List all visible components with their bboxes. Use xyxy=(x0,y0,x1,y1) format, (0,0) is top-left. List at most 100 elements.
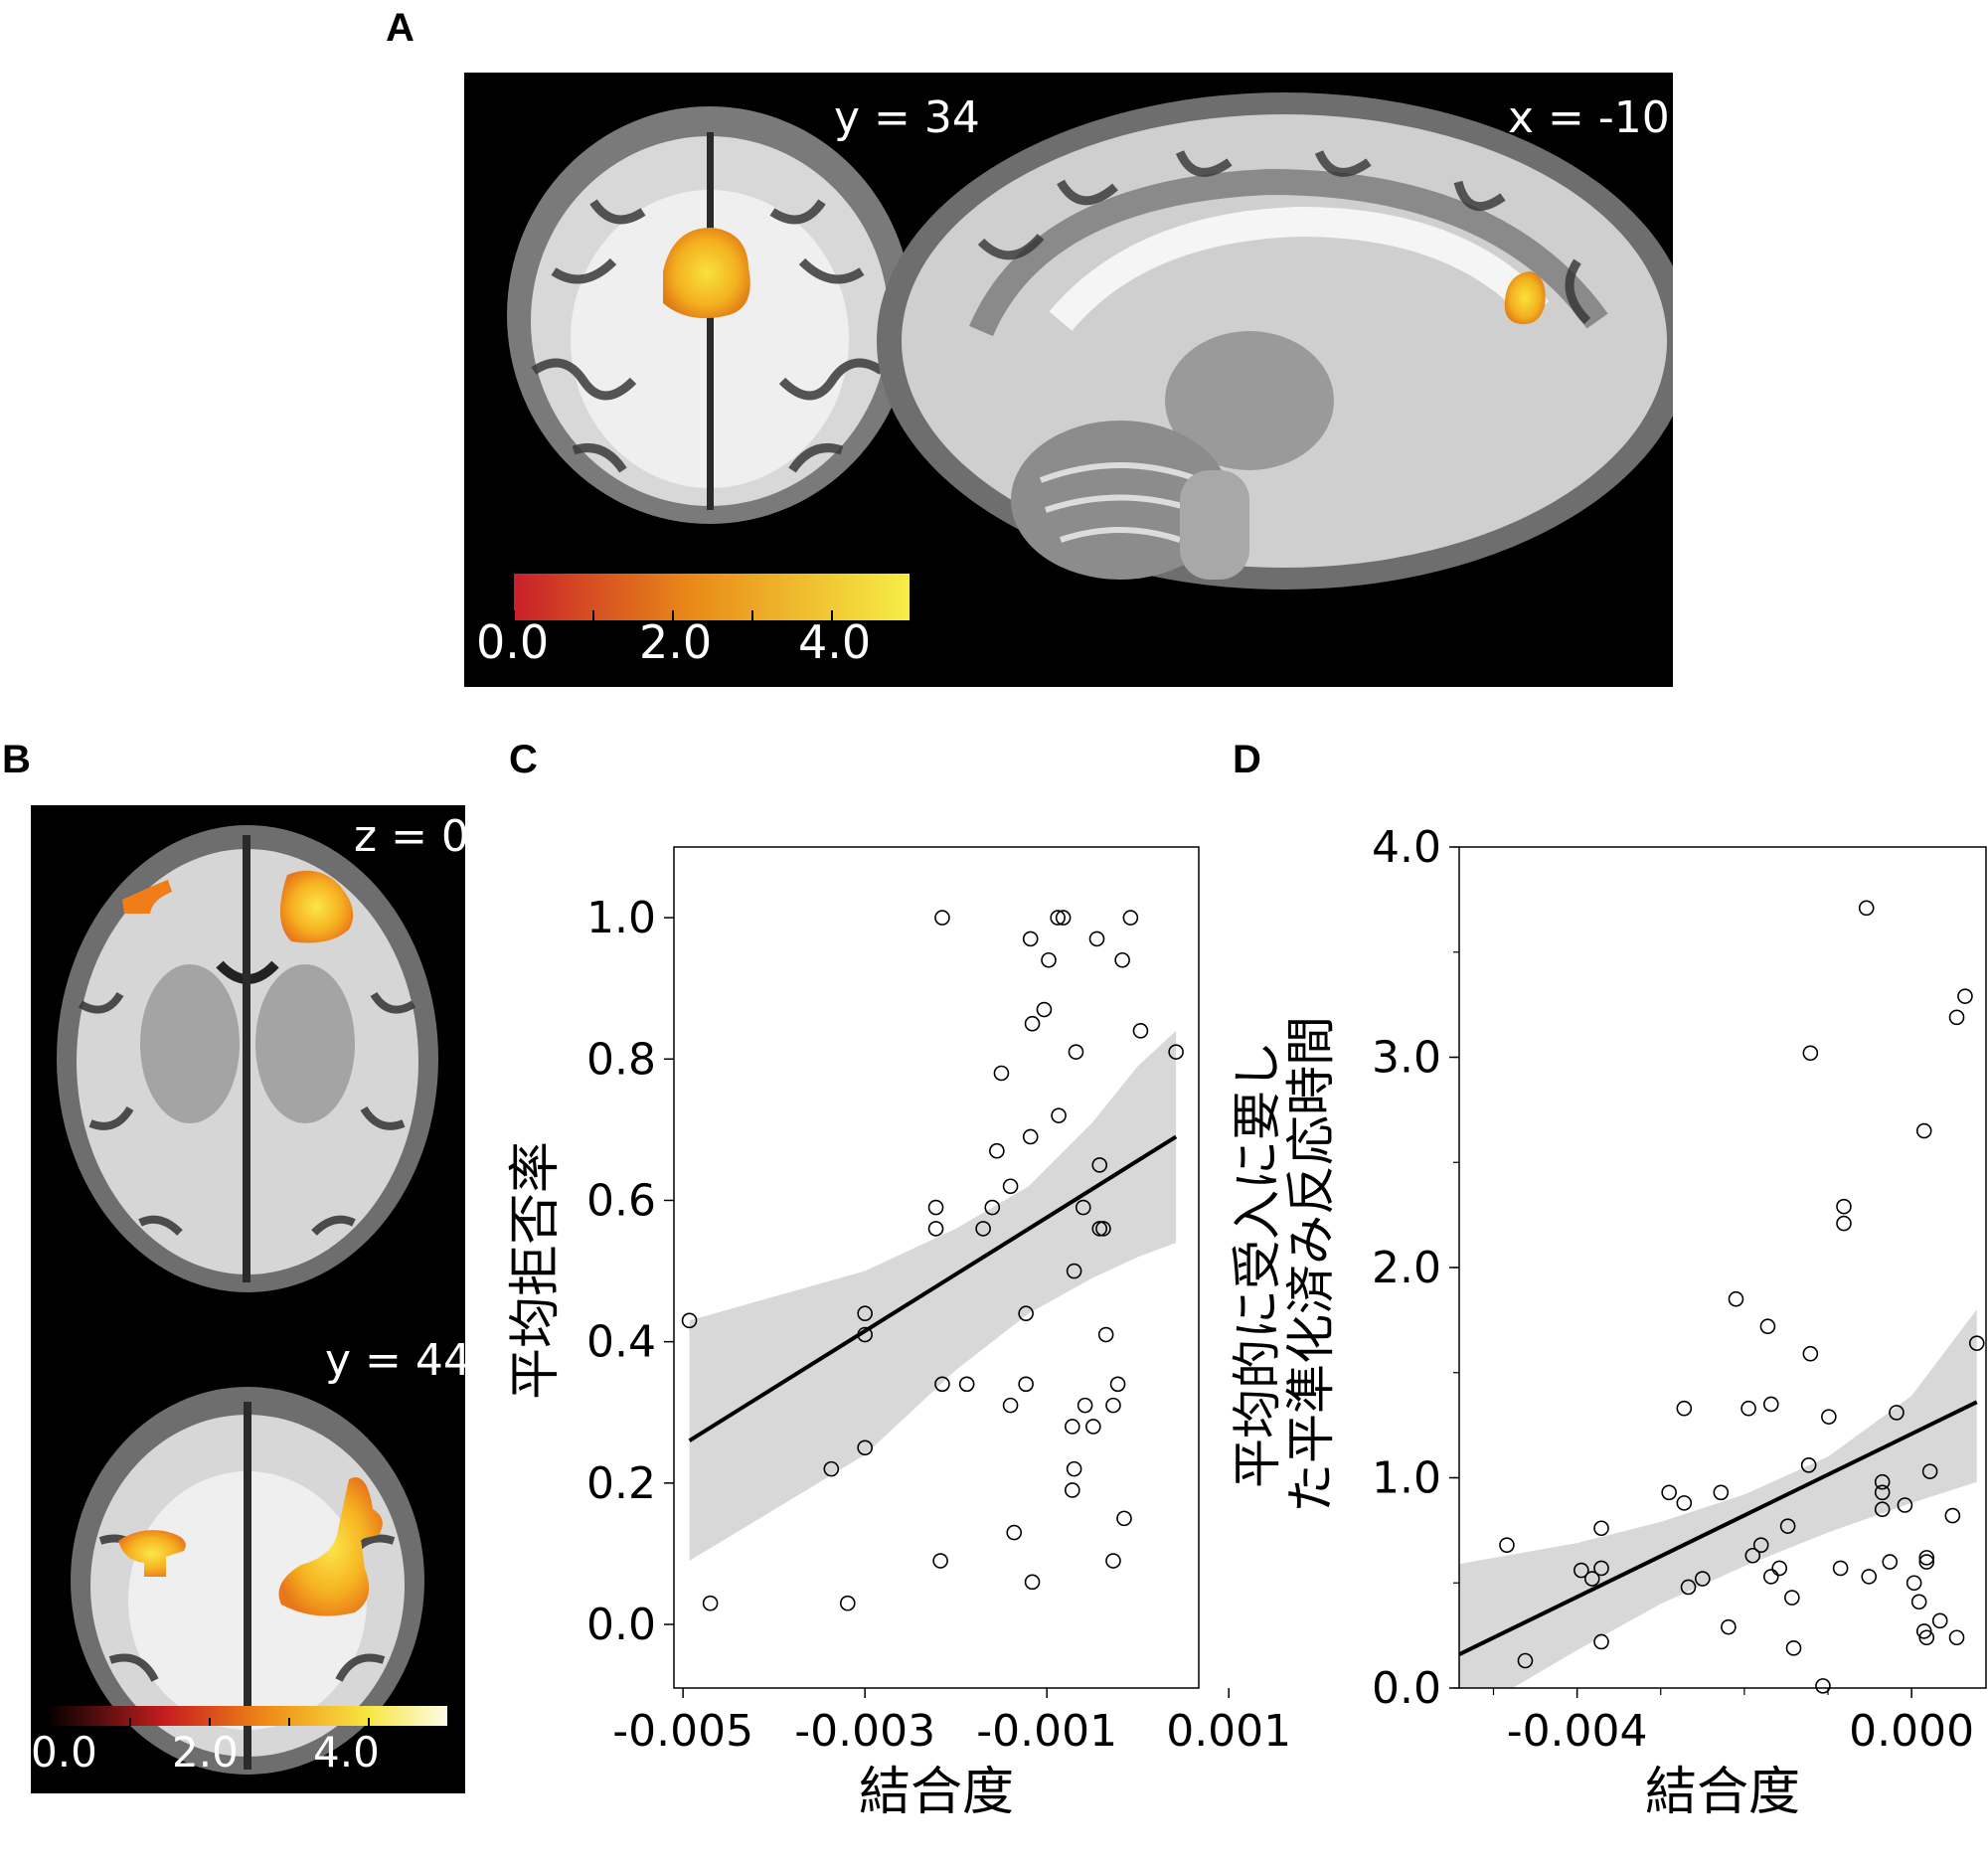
y-tick-label: 0.4 xyxy=(586,1317,656,1368)
panel-b-colorbar-tick-1: 2.0 xyxy=(172,1728,239,1777)
panel-letter-a: A xyxy=(386,6,414,50)
data-point xyxy=(1109,1376,1126,1393)
plot-frame xyxy=(673,846,1200,1689)
ci-band xyxy=(689,1030,1177,1562)
data-point xyxy=(1024,1574,1041,1591)
data-point xyxy=(857,1305,873,1322)
data-point xyxy=(1944,1507,1961,1524)
data-point xyxy=(1957,988,1973,1004)
y-axis-label-line-2: た平準化済み反応時間 xyxy=(1282,1016,1340,1513)
sagittal-activation-blob xyxy=(1504,271,1546,325)
panel-b-brain-image: z = 0 y = 44 0.0 2.0 4.0 xyxy=(31,805,465,1793)
data-point xyxy=(1815,1678,1831,1694)
data-point xyxy=(1680,1579,1697,1596)
data-point xyxy=(1075,1199,1091,1216)
data-point xyxy=(1728,1290,1744,1307)
axial-activation-left-frontal xyxy=(122,880,172,914)
data-point xyxy=(1105,1397,1121,1414)
panel-b-colorbar-ticks xyxy=(46,1718,370,1726)
sagittal-brain-slice xyxy=(877,92,1673,590)
data-point xyxy=(1593,1560,1609,1577)
data-point xyxy=(1574,1562,1589,1579)
data-point xyxy=(1022,1128,1039,1145)
panel-letter-d: D xyxy=(1233,738,1261,781)
data-point xyxy=(1593,1633,1609,1650)
data-point xyxy=(681,1312,698,1329)
x-tick-label: -0.004 xyxy=(1507,1706,1648,1757)
data-point xyxy=(1695,1571,1711,1587)
data-point xyxy=(1661,1484,1677,1501)
data-point xyxy=(1762,1396,1779,1413)
y-tick-label: 0.0 xyxy=(586,1600,656,1650)
data-point xyxy=(1066,1263,1082,1279)
axial-activation-right-frontal xyxy=(279,870,354,943)
data-point xyxy=(1784,1590,1800,1606)
data-point xyxy=(1002,1397,1019,1414)
y-tick-label: 0.8 xyxy=(586,1034,656,1085)
y-tick-label: 0.2 xyxy=(586,1458,656,1509)
panel-b-coronal-label: y = 44 xyxy=(325,1335,465,1386)
data-point xyxy=(1915,1623,1932,1639)
data-point xyxy=(1915,1122,1932,1139)
data-point xyxy=(927,1221,944,1237)
data-point xyxy=(1114,951,1130,968)
y-axis-label-line-1: 平均的に受入に要し xyxy=(1229,1041,1286,1488)
data-point xyxy=(1091,1221,1108,1237)
data-point xyxy=(1968,1335,1985,1351)
coronal-brain-slice xyxy=(507,106,912,524)
coronal-activation-blob xyxy=(663,227,750,319)
data-point xyxy=(1910,1594,1927,1610)
panel-a-brain-image: y = 34 x = -10 0.0 2.0 4.0 xyxy=(464,73,1673,687)
data-point xyxy=(1066,1460,1082,1477)
data-point xyxy=(958,1376,975,1393)
data-point xyxy=(1762,1569,1779,1585)
panel-b-colorbar xyxy=(47,1706,447,1726)
coronal-b-activation-left xyxy=(118,1530,186,1577)
data-point xyxy=(1018,1305,1034,1322)
data-point xyxy=(1068,1044,1084,1060)
data-point xyxy=(989,1142,1005,1159)
data-point xyxy=(1065,1482,1080,1498)
data-point xyxy=(1889,1405,1905,1421)
data-point xyxy=(702,1595,719,1611)
data-point xyxy=(1721,1618,1737,1635)
data-point xyxy=(1091,1157,1108,1173)
data-point xyxy=(1861,1569,1878,1585)
data-point xyxy=(1771,1560,1788,1577)
data-point xyxy=(1713,1484,1730,1501)
x-tick-label: -0.001 xyxy=(976,1706,1117,1757)
panel-letter-c: C xyxy=(509,738,538,781)
panel-a-coronal-label: y = 34 xyxy=(834,92,980,143)
data-point xyxy=(1759,1318,1776,1335)
data-point xyxy=(1024,1015,1041,1032)
data-point xyxy=(934,1376,950,1393)
y-tick-label: 1.0 xyxy=(1372,1453,1441,1504)
data-point xyxy=(934,910,950,926)
x-axis-label: 結合度 xyxy=(859,1763,1014,1822)
data-point xyxy=(1779,1518,1796,1534)
coronal-brain-slice-b xyxy=(71,1387,424,1775)
panel-a-colorbar-ticks xyxy=(513,610,833,620)
panel-a-colorbar-tick-1: 2.0 xyxy=(639,615,713,669)
data-point xyxy=(1097,1326,1114,1343)
data-point xyxy=(1905,1575,1922,1592)
y-tick-label: 4.0 xyxy=(1372,822,1441,873)
data-point xyxy=(1821,1409,1837,1425)
data-point xyxy=(1858,900,1875,917)
data-point xyxy=(1002,1178,1019,1195)
y-tick-label: 3.0 xyxy=(1372,1033,1441,1084)
data-point xyxy=(1122,910,1139,926)
data-point xyxy=(1036,1001,1053,1018)
data-point xyxy=(1006,1524,1023,1541)
data-point xyxy=(984,1199,1001,1216)
chart-d: 0.0 1.0 2.0 3.0 4.0 -0.004 0.000 結合度 平均的に受入に要した平… xyxy=(1229,822,1987,1822)
x-tick-label: 0.000 xyxy=(1849,1706,1974,1757)
data-point xyxy=(1132,1023,1149,1039)
data-point xyxy=(1740,1400,1756,1417)
axial-brain-slice xyxy=(57,825,438,1292)
panel-letter-b: B xyxy=(2,738,31,781)
data-point xyxy=(1836,1198,1852,1215)
data-point xyxy=(1051,1107,1067,1123)
data-point xyxy=(1918,1550,1935,1566)
plot-frame xyxy=(1458,846,1987,1689)
